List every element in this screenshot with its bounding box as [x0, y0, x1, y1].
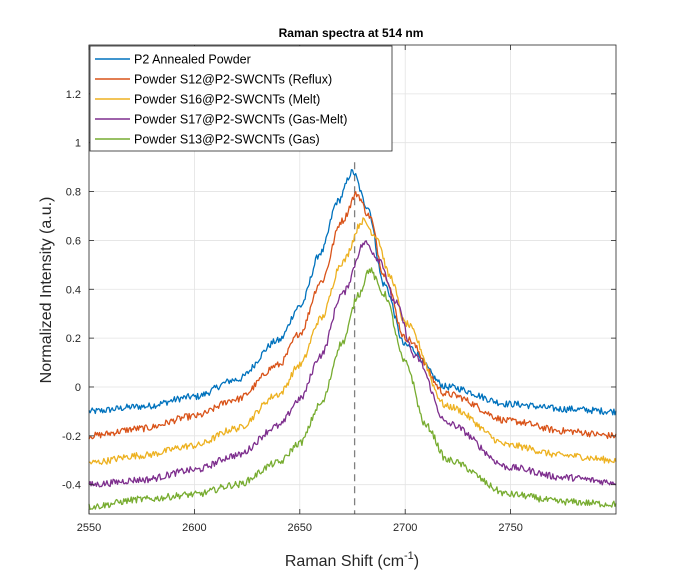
- x-tick-label: 2750: [498, 522, 522, 534]
- y-tick-label: -0.4: [62, 480, 81, 492]
- x-tick-label: 2650: [288, 522, 312, 534]
- x-tick-label: 2550: [77, 522, 101, 534]
- x-tick-label: 2600: [182, 522, 206, 534]
- legend-label: Powder S17@P2-SWCNTs (Gas-Melt): [134, 113, 347, 127]
- x-axis-label: Raman Shift (cm-1): [285, 550, 419, 570]
- y-tick-label: 0.4: [66, 284, 81, 296]
- series-line: [88, 267, 617, 510]
- legend-label: Powder S12@P2-SWCNTs (Reflux): [134, 73, 332, 87]
- series-line: [88, 191, 617, 440]
- chart-title: Raman spectra at 514 nm: [279, 26, 424, 40]
- x-axis-label-superscript: -1: [404, 550, 414, 562]
- y-tick-label: 0: [75, 382, 81, 394]
- x-tick-label: 2700: [393, 522, 417, 534]
- legend: P2 Annealed Powder Powder S12@P2-SWCNTs (…: [89, 45, 393, 152]
- x-axis-label-suffix: ): [414, 553, 419, 570]
- plot-frame: [88, 44, 617, 515]
- y-tick-label: 0.8: [66, 187, 81, 199]
- legend-label: Powder S13@P2-SWCNTs (Gas): [134, 133, 320, 147]
- y-tick-label: 0.2: [66, 333, 81, 345]
- y-tick-label: -0.2: [62, 431, 81, 443]
- series-line: [88, 240, 617, 488]
- series-line: [88, 169, 617, 416]
- x-axis-label-main: Raman Shift (cm: [285, 553, 404, 570]
- series-line: [88, 217, 617, 465]
- y-tick-label: 0.6: [66, 235, 81, 247]
- y-tick-label: 1.2: [66, 89, 81, 101]
- legend-label: P2 Annealed Powder: [134, 53, 251, 67]
- legend-label: Powder S16@P2-SWCNTs (Melt): [134, 93, 320, 107]
- legend-box: [89, 45, 393, 152]
- series-layer: [88, 169, 617, 510]
- y-axis-label: Normalized Intensity (a.u.): [38, 197, 55, 384]
- y-tick-label: 1: [75, 138, 81, 150]
